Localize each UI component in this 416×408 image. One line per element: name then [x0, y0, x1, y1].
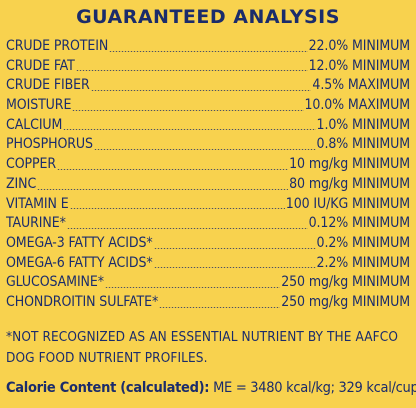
nutrient-name: CRUDE FIBER [6, 77, 90, 94]
dot-leader [104, 286, 281, 288]
nutrient-name: GLUCOSAMINE* [6, 274, 104, 291]
analysis-row: CHONDROITIN SULFATE* 250 mg/kg MINIMUM [6, 293, 410, 313]
nutrient-amount: 12.0% MINIMUM [308, 57, 410, 74]
footnote: *NOT RECOGNIZED AS AN ESSENTIAL NUTRIENT… [6, 329, 399, 366]
nutrient-name: CRUDE PROTEIN [6, 38, 109, 54]
dot-leader [69, 208, 285, 210]
dot-leader [72, 109, 304, 111]
nutrient-amount: 100 IU/KG MINIMUM [285, 195, 410, 212]
nutrient-name: PHOSPHORUS [6, 136, 93, 153]
nutrient-name: CALCIUM [6, 116, 63, 133]
analysis-row: TAURINE* 0.12% MINIMUM [6, 214, 410, 234]
calorie-label: Calorie Content (calculated): [6, 380, 210, 396]
nutrient-amount: 0.8% MINIMUM [316, 136, 410, 153]
analysis-row: PHOSPHORUS 0.8% MINIMUM [6, 135, 410, 155]
dot-leader [75, 70, 308, 72]
dot-leader [153, 267, 316, 269]
dot-leader [37, 188, 289, 190]
page-title: GUARANTEED ANALYSIS [76, 6, 340, 28]
dot-leader [93, 149, 316, 151]
nutrient-name: OMEGA-6 FATTY ACIDS* [6, 254, 153, 271]
analysis-row: OMEGA-3 FATTY ACIDS* 0.2% MINIMUM [6, 234, 410, 254]
analysis-row: MOISTURE 10.0% MAXIMUM [6, 96, 410, 116]
nutrient-name: COPPER [6, 156, 57, 173]
nutrient-amount: 80 mg/kg MINIMUM [289, 175, 410, 192]
nutrient-amount: 250 mg/kg MINIMUM [281, 274, 410, 291]
nutrient-amount: 10.0% MAXIMUM [304, 97, 410, 114]
nutrient-amount: 4.5% MAXIMUM [312, 77, 410, 94]
nutrient-name: CHONDROITIN SULFATE* [6, 293, 159, 310]
analysis-table: CRUDE PROTEIN 22.0% MINIMUM CRUDE FAT 12… [6, 37, 410, 313]
calorie-value: ME = 3480 kcal/kg; 329 kcal/cup [209, 380, 416, 396]
dot-leader [159, 306, 281, 308]
nutrient-name: VITAMIN E [6, 195, 69, 212]
dot-leader [90, 90, 312, 92]
nutrient-name: MOISTURE [6, 97, 72, 114]
analysis-row: GLUCOSAMINE* 250 mg/kg MINIMUM [6, 273, 410, 293]
dot-leader [109, 50, 308, 52]
analysis-row: CRUDE FAT 12.0% MINIMUM [6, 57, 410, 77]
nutrient-name: TAURINE* [6, 215, 66, 232]
nutrient-name: CRUDE FAT [6, 57, 75, 74]
nutrient-amount: 250 mg/kg MINIMUM [281, 293, 410, 310]
nutrient-amount: 10 mg/kg MINIMUM [289, 156, 410, 173]
nutrient-name: OMEGA-3 FATTY ACIDS* [6, 234, 153, 251]
analysis-row: COPPER 10 mg/kg MINIMUM [6, 155, 410, 175]
dot-leader [57, 168, 289, 170]
nutrient-amount: 0.2% MINIMUM [316, 234, 410, 251]
calorie-content: Calorie Content (calculated): ME = 3480 … [6, 380, 416, 396]
nutrient-amount: 1.0% MINIMUM [316, 116, 410, 133]
nutrient-amount: 22.0% MINIMUM [308, 38, 410, 54]
dot-leader [153, 247, 316, 249]
analysis-row: CALCIUM 1.0% MINIMUM [6, 116, 410, 136]
analysis-row: CRUDE FIBER 4.5% MAXIMUM [6, 76, 410, 96]
analysis-row: VITAMIN E 100 IU/KG MINIMUM [6, 195, 410, 215]
nutrient-amount: 2.2% MINIMUM [316, 254, 410, 271]
analysis-row: OMEGA-6 FATTY ACIDS* 2.2% MINIMUM [6, 254, 410, 274]
nutrient-amount: 0.12% MINIMUM [308, 215, 410, 232]
dot-leader [66, 227, 308, 229]
nutrient-name: ZINC [6, 175, 37, 192]
analysis-row: CRUDE PROTEIN 22.0% MINIMUM [6, 37, 410, 57]
dot-leader [63, 129, 316, 131]
analysis-row: ZINC 80 mg/kg MINIMUM [6, 175, 410, 195]
